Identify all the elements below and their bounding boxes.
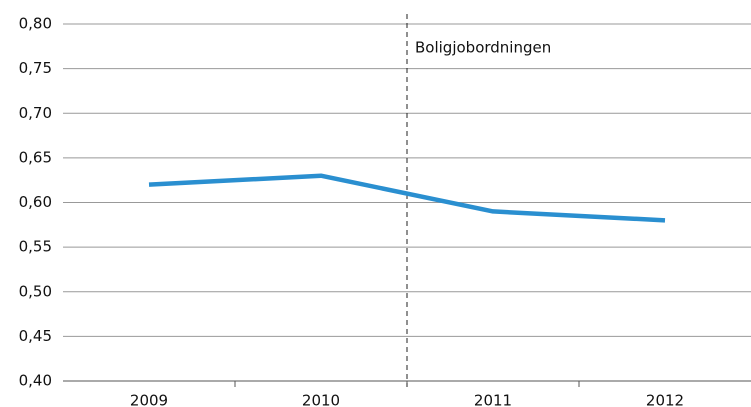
x-tick-label: 2012 [646,392,684,407]
y-tick-label: 0,45 [19,327,52,345]
y-tick-label: 0,50 [19,282,52,300]
y-tick-label: 0,75 [19,59,52,77]
y-tick-label: 0,70 [19,104,52,122]
y-tick-label: 0,55 [19,238,52,256]
y-tick-label: 0,60 [19,193,52,211]
y-tick-label: 0,65 [19,148,52,166]
y-tick-label: 0,80 [19,15,52,33]
y-tick-label: 0,40 [19,372,52,390]
x-tick-label: 2011 [474,392,512,407]
series-line [148,173,666,223]
x-tick-label: 2010 [302,392,340,407]
annotation: Boligjobordningen [415,39,551,57]
x-tick-label: 2009 [130,392,168,407]
